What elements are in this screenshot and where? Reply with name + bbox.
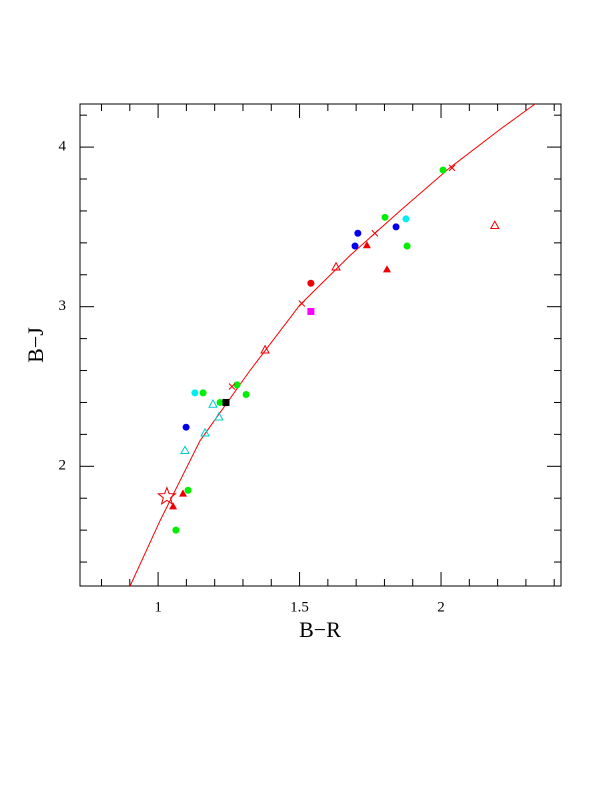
- x-tick-label: 1.5: [290, 599, 309, 615]
- point: [392, 223, 400, 231]
- point: [439, 166, 447, 174]
- point: [156, 486, 177, 506]
- point: [180, 445, 190, 455]
- point: [182, 423, 190, 431]
- x-tick-label: 2: [437, 599, 445, 615]
- point: [172, 526, 180, 534]
- point: [381, 213, 389, 221]
- plot-frame: [79, 103, 562, 587]
- point: [382, 265, 391, 273]
- point: [403, 242, 411, 250]
- point: [191, 389, 199, 397]
- point: [298, 300, 306, 307]
- point: [351, 242, 359, 250]
- point: [260, 344, 270, 354]
- point: [448, 164, 456, 172]
- point: [208, 399, 218, 408]
- point: [242, 390, 250, 398]
- y-tick-label: 4: [59, 139, 67, 155]
- point: [402, 215, 410, 223]
- y-tick-label: 2: [59, 458, 67, 474]
- point: [331, 261, 341, 271]
- point: [214, 411, 224, 421]
- y-axis-label: B−J: [23, 327, 48, 363]
- point: [371, 229, 379, 237]
- point: [228, 383, 236, 390]
- point: [354, 229, 362, 237]
- point: [216, 398, 224, 406]
- point: [233, 381, 241, 389]
- point: [184, 486, 192, 494]
- x-axis-label: B−R: [299, 617, 341, 642]
- point: [362, 241, 371, 249]
- x-tick-label: 1: [154, 599, 162, 615]
- point: [307, 279, 315, 287]
- fit-curve: [129, 103, 536, 587]
- point: [489, 220, 500, 229]
- y-tick-label: 3: [59, 298, 67, 314]
- point: [199, 389, 207, 397]
- point: [200, 427, 210, 437]
- point: [169, 502, 178, 510]
- point: [307, 307, 315, 315]
- point: [222, 398, 230, 406]
- point: [178, 489, 187, 497]
